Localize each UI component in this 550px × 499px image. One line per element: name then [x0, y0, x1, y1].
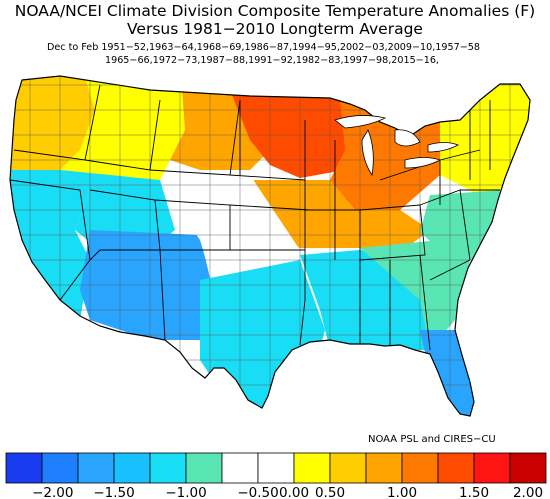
map-subtitle: Versus 1981−2010 Longterm Average — [127, 20, 423, 38]
colorbar-box — [257, 452, 295, 484]
colorbar-box — [293, 452, 331, 484]
ohio-valley-region — [250, 180, 430, 248]
colorbar-tick-label: −0.50 — [237, 485, 278, 499]
great-lakes-water — [334, 115, 459, 177]
pacific-northwest-region — [10, 76, 95, 170]
southeast-region — [360, 240, 470, 350]
northern-rockies-region — [60, 76, 185, 200]
upper-midwest-region — [230, 90, 360, 178]
colorbar-box — [77, 452, 115, 484]
colorbar-tick-label: 2.00 — [513, 485, 543, 499]
colorbar-box — [329, 452, 367, 484]
colorbar-box — [365, 452, 403, 484]
colorbar-box — [473, 452, 511, 484]
colorbar-tick-labels: −2.00 −1.50 −1.00 −0.50 0.00 0.50 1.00 1.50 2.00 — [32, 485, 543, 499]
colorbar-box — [5, 452, 43, 484]
colorbar-box — [113, 452, 151, 484]
colorbar-tick-label: 1.50 — [459, 485, 489, 499]
colorbar-box — [41, 452, 79, 484]
colorbar-box — [149, 452, 187, 484]
colorbar-box — [437, 452, 475, 484]
colorbar-boxes — [5, 452, 547, 484]
season-years-line2: 1965−66,1972−73,1987−88,1991−92,1982−83,… — [105, 55, 439, 66]
season-years-line1: Dec to Feb 1951−52,1963−64,1968−69,1986−… — [47, 42, 480, 53]
colorbar-box — [221, 452, 259, 484]
colorbar-tick-label: −2.00 — [32, 485, 73, 499]
colorbar-tick-label: 0.00 — [279, 485, 309, 499]
colorbar-box — [401, 452, 439, 484]
colorbar-box — [509, 452, 547, 484]
colorbar-tick-label: −1.50 — [93, 485, 134, 499]
colorbar-box — [185, 452, 223, 484]
colorbar-tick-label: 0.50 — [315, 485, 345, 499]
credit-label: NOAA PSL and CIRES−CU — [368, 434, 496, 445]
colorbar-tick-label: 1.00 — [387, 485, 417, 499]
map-title: NOAA/NCEI Climate Division Composite Tem… — [14, 2, 536, 20]
colorbar-tick-label: −1.00 — [165, 485, 206, 499]
